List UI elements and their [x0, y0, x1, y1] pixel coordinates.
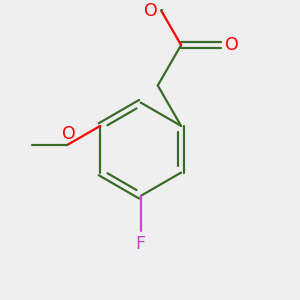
Text: O: O [144, 2, 158, 20]
Text: F: F [136, 235, 146, 253]
Text: O: O [61, 125, 75, 143]
Text: O: O [224, 36, 238, 54]
